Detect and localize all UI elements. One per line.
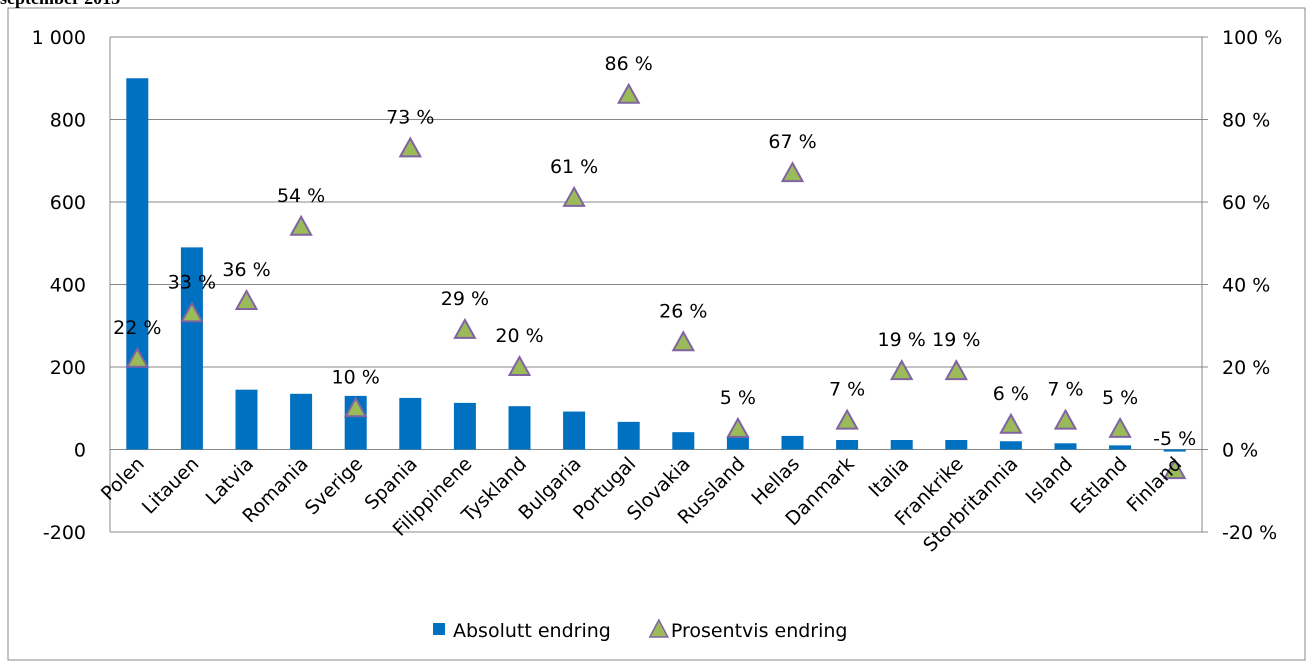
marker	[180, 301, 204, 323]
legend-label: Prosentvis endring	[671, 620, 848, 642]
bar	[453, 402, 476, 450]
bar	[1054, 443, 1077, 450]
y2-tick-label: 40 %	[1222, 275, 1270, 297]
data-label: 26 %	[659, 300, 707, 322]
bar	[126, 78, 149, 450]
y-tick-label: 0	[74, 440, 86, 462]
data-label: -5 %	[1153, 428, 1196, 450]
bar	[235, 389, 258, 450]
marker	[289, 214, 313, 236]
data-label: 19 %	[932, 329, 980, 351]
data-label: 54 %	[277, 185, 325, 207]
marker	[944, 359, 968, 381]
y-tick-label: 600	[50, 192, 86, 214]
bar	[726, 436, 749, 450]
bar	[508, 406, 531, 450]
marker	[234, 288, 259, 310]
marker	[1053, 408, 1078, 430]
marker	[344, 396, 368, 418]
y2-tick-label: 80 %	[1222, 110, 1270, 132]
marker	[453, 317, 477, 339]
bar	[1109, 445, 1132, 450]
marker	[671, 330, 695, 352]
y2-tick-label: 100 %	[1222, 27, 1282, 49]
data-label: 73 %	[386, 106, 434, 128]
data-label: 33 %	[168, 271, 216, 293]
legend-label: Absolutt endring	[453, 620, 611, 642]
y2-tick-label: 20 %	[1222, 357, 1270, 379]
legend-swatch	[648, 618, 670, 638]
y2-tick-label: -20 %	[1222, 522, 1277, 544]
marker	[562, 185, 586, 207]
bar	[1163, 449, 1186, 452]
bar	[180, 247, 203, 450]
y-tick-label: 200	[50, 357, 86, 379]
y2-tick-label: 60 %	[1222, 192, 1270, 214]
y-tick-label: -200	[43, 522, 86, 544]
data-label: 10 %	[332, 366, 380, 388]
marker	[726, 416, 750, 438]
marker	[999, 412, 1023, 434]
bar	[672, 432, 695, 450]
bar	[836, 440, 859, 450]
data-label: 7 %	[1047, 379, 1083, 401]
marker	[398, 136, 422, 158]
data-label: 67 %	[768, 131, 816, 153]
bar	[945, 440, 968, 450]
bar	[890, 440, 913, 450]
data-label: 7 %	[829, 379, 865, 401]
data-label: 22 %	[113, 317, 161, 339]
y2-tick-label: 0 %	[1222, 440, 1258, 462]
bar	[563, 411, 586, 450]
y-tick-label: 400	[50, 275, 86, 297]
marker	[617, 82, 641, 104]
marker	[507, 354, 532, 376]
data-label: 20 %	[495, 325, 543, 347]
legend-swatch	[433, 623, 445, 635]
chart-frame	[7, 7, 1306, 661]
data-label: 6 %	[993, 383, 1029, 405]
marker	[835, 408, 859, 430]
marker	[1108, 416, 1132, 438]
bar	[999, 441, 1022, 450]
y-tick-label: 800	[50, 110, 86, 132]
data-label: 19 %	[878, 329, 926, 351]
data-label: 61 %	[550, 156, 598, 178]
data-label: 5 %	[720, 387, 756, 409]
data-label: 36 %	[222, 259, 270, 281]
marker	[780, 161, 805, 183]
marker	[890, 359, 914, 381]
marker	[125, 346, 149, 368]
bar	[290, 393, 313, 450]
data-label: 86 %	[605, 53, 653, 75]
data-label: 29 %	[441, 288, 489, 310]
data-label: 5 %	[1102, 387, 1138, 409]
bar	[617, 421, 640, 450]
bar	[781, 435, 804, 450]
bar	[399, 397, 422, 450]
marker	[1163, 458, 1187, 480]
chart-subtitle: september 2013	[0, 0, 120, 8]
y-tick-label: 1 000	[32, 27, 86, 49]
